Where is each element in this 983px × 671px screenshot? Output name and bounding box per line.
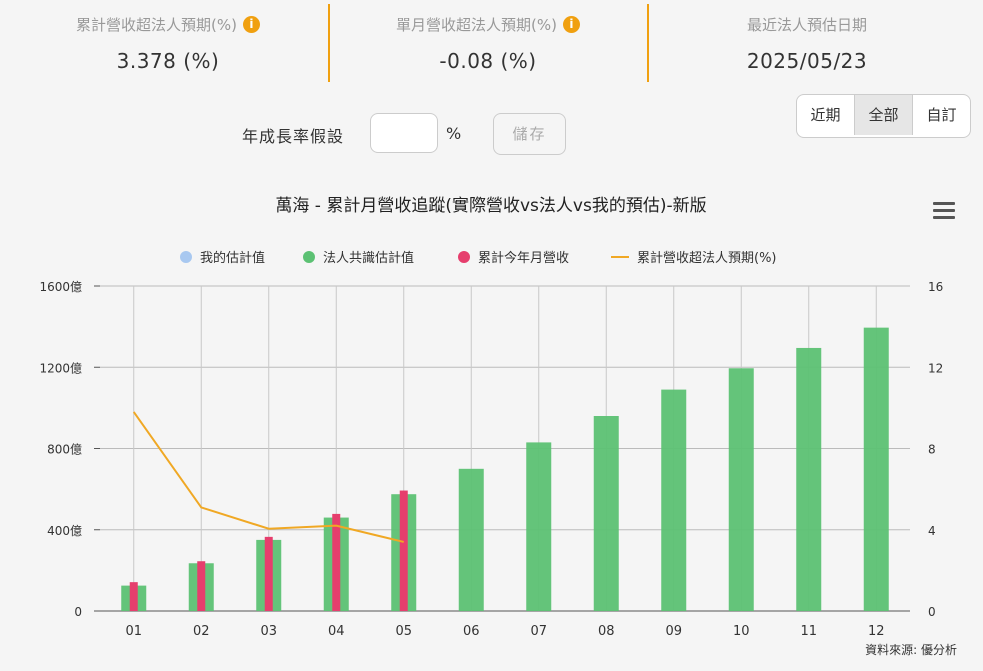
- hamburger-menu-icon[interactable]: [933, 202, 955, 220]
- bar-actual-revenue: [264, 536, 273, 611]
- info-icon[interactable]: i: [562, 16, 580, 33]
- save-button[interactable]: 儲存: [493, 113, 566, 155]
- stat-latest-date: 最近法人預估日期 2025/05/23: [647, 0, 967, 73]
- info-icon[interactable]: i: [242, 16, 260, 33]
- line-surprise-percent: [132, 411, 404, 543]
- bar-consensus-estimate: [526, 442, 552, 611]
- bar-actual-revenue: [197, 561, 206, 611]
- y-right-tick-label: 12: [928, 361, 943, 375]
- y-left-tick-label: 0: [74, 605, 82, 619]
- stat-label: 最近法人預估日期: [746, 16, 867, 34]
- stat-value: -0.08 (%): [439, 49, 537, 73]
- stat-cumulative-surprise: 累計營收超法人預期(%) i 3.378 (%): [8, 0, 328, 73]
- bar-consensus-estimate: [728, 368, 754, 611]
- x-tick-label: 09: [665, 624, 682, 639]
- bar-consensus-estimate: [661, 389, 687, 611]
- chart-title: 萬海 - 累計月營收追蹤(實際營收vs法人vs我的預估)-新版: [275, 196, 706, 216]
- y-right-tick-label: 16: [928, 280, 943, 294]
- legend-label: 累計今年月營收: [478, 250, 569, 266]
- legend-dot-marker: [458, 251, 470, 263]
- stat-monthly-surprise: 單月營收超法人預期(%) i -0.08 (%): [328, 0, 648, 73]
- legend-label: 法人共識估計值: [323, 250, 414, 266]
- y-right-tick-label: 4: [928, 524, 936, 538]
- y-left-tick-label: 1200億: [39, 361, 82, 375]
- x-tick-label: 05: [395, 624, 412, 639]
- stat-label: 累計營收超法人預期(%): [76, 16, 237, 34]
- divider: [328, 4, 330, 82]
- bar-actual-revenue: [332, 513, 341, 611]
- range-button-all[interactable]: 全部: [854, 95, 912, 135]
- y-left-tick-label: 400億: [47, 524, 82, 538]
- y-left-tick-label: 1600億: [39, 280, 82, 294]
- stat-label: 單月營收超法人預期(%): [396, 16, 557, 34]
- x-tick-label: 02: [193, 624, 210, 639]
- x-tick-label: 01: [125, 624, 142, 639]
- bar-consensus-estimate: [863, 327, 889, 611]
- x-tick-label: 08: [598, 624, 615, 639]
- divider: [647, 4, 649, 82]
- bar-actual-revenue: [129, 582, 138, 611]
- bar-actual-revenue: [399, 490, 408, 611]
- legend-label: 累計營收超法人預期(%): [637, 250, 777, 266]
- legend-dot-marker: [180, 251, 192, 263]
- stat-value: 3.378 (%): [116, 49, 220, 73]
- legend-label: 我的估計值: [200, 250, 265, 266]
- range-selector: 近期 全部 自訂: [796, 94, 971, 138]
- x-tick-label: 06: [463, 624, 480, 639]
- x-tick-label: 10: [733, 624, 750, 639]
- growth-rate-input[interactable]: [370, 113, 438, 153]
- data-source: 資料來源: 優分析: [865, 643, 957, 657]
- y-right-tick-label: 0: [928, 605, 936, 619]
- x-tick-label: 07: [530, 624, 547, 639]
- bar-consensus-estimate: [458, 468, 484, 611]
- stat-value: 2025/05/23: [746, 49, 868, 73]
- bar-consensus-estimate: [593, 416, 619, 611]
- legend-dot-marker: [303, 251, 315, 263]
- range-button-recent[interactable]: 近期: [810, 106, 841, 124]
- y-right-tick-label: 8: [928, 443, 936, 457]
- x-tick-label: 11: [800, 624, 817, 639]
- x-tick-label: 03: [260, 624, 277, 639]
- stats-bar: 累計營收超法人預期(%) i 3.378 (%) 單月營收超法人預期(%) i -0…: [0, 0, 983, 84]
- growth-label: 年成長率假設: [242, 127, 345, 146]
- y-left-tick-label: 800億: [47, 443, 82, 457]
- range-button-custom[interactable]: 自訂: [912, 95, 970, 135]
- x-tick-label: 04: [328, 624, 345, 639]
- percent-unit: %: [446, 124, 462, 143]
- x-tick-label: 12: [868, 624, 885, 639]
- bar-consensus-estimate: [796, 347, 822, 611]
